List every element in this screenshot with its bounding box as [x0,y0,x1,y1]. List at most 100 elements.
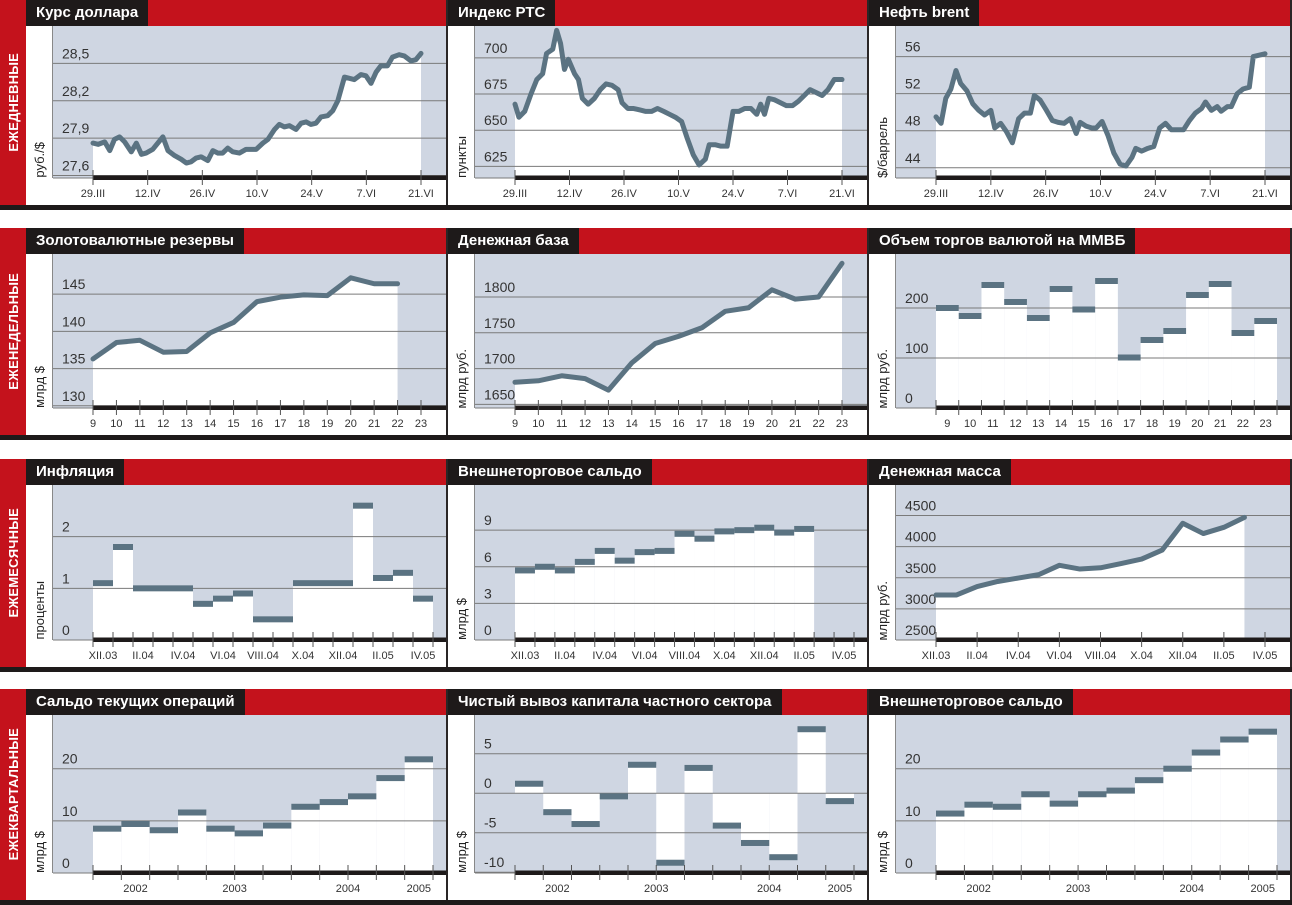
x-tick-label: 17 [696,418,708,430]
bar-value-marker [93,825,122,832]
x-tick-label: 29.III [924,188,948,200]
bar-value-marker [712,822,741,829]
bar-fill [571,793,600,825]
chart-title: Чистый вывоз капитала частного сектора [448,689,782,715]
chart-title: Внешнеторговое сальдо [448,459,652,485]
y-axis-label-column: проценты [26,485,53,640]
chart-title: Денежная масса [869,459,1011,485]
x-tick-label: 21 [1214,418,1226,430]
bar-fill [1220,739,1249,873]
y-tick-label: 0 [484,622,492,638]
chart-panel: Золотовалютные резервы млрд $ 130 135 140 145… [26,228,448,435]
bar-fill [193,603,213,640]
bar-value-marker [1248,728,1277,735]
bar-fill [654,550,675,640]
chart-plot: 130 135 140 145 9 10 11 12 13 14 15 16 17 18 19 20 21 22 2… [53,254,446,435]
bar-value-marker [571,821,600,828]
bar-value-marker [333,580,353,587]
bar-value-marker [714,528,735,535]
x-tick-label: 10.V [246,188,269,200]
y-tick-label: 27,6 [62,158,89,174]
chart-panel: Денежная база млрд руб. 1650 1700 1750 1800 9 1… [448,228,869,435]
bar-fill [958,316,982,408]
bar-fill [656,793,685,863]
bar-fill [213,598,233,640]
bar-value-marker [964,801,993,808]
y-tick-label: 135 [62,351,86,367]
bar-value-marker [1106,787,1135,794]
chart-panel: Индекс РТС пункты 625 650 675 700 29.III 12.IV 2… [448,0,869,205]
bar-value-marker [376,775,405,782]
x-tick-label: 7.VI [357,188,377,200]
x-tick-label: 24.V [722,188,745,200]
bar-value-marker [234,830,263,837]
x-tick-label: 16 [672,418,684,430]
chart-panel: Курс доллара руб./$ 27,6 27,9 28,2 28,5 29.III… [26,0,448,205]
bar-fill [153,588,173,640]
bar-value-marker [273,616,293,623]
bar-value-marker [574,558,595,565]
chart-title-bar: Сальдо текущих операций [26,689,446,715]
x-tick-label: 24.V [300,188,323,200]
x-tick-label: 14 [204,418,216,430]
bar-value-marker [543,809,572,816]
bar-fill [712,793,741,826]
chart-title: Внешнеторговое сальдо [869,689,1073,715]
x-tick-label: 12.IV [135,188,161,200]
x-tick-label: 9 [512,418,518,430]
bar-value-marker [594,547,615,554]
chart-title: Золотовалютные резервы [26,228,244,254]
bar-value-marker [193,600,213,607]
x-tick-label: 22 [813,418,825,430]
row-bottom-border [0,900,1292,905]
x-tick-label: IV.05 [832,650,857,662]
x-tick-label: 7.VI [778,188,798,200]
x-tick-label: VI.04 [1047,650,1073,662]
series-line [90,275,401,362]
frequency-label: ЕЖЕДНЕВНЫЕ [0,0,26,205]
chart-plot: 0 1 2 XII.03 II.04 IV.04 VI.04 VIII.04 X.04 XII.0… [53,485,446,667]
chart-title-bar: Золотовалютные резервы [26,228,446,254]
y-tick-label: 27,9 [62,120,89,136]
series-line [933,514,1247,598]
y-tick-label: 675 [484,76,508,92]
chart-panel: Чистый вывоз капитала частного сектора мл… [448,689,869,900]
bar-value-marker [263,822,292,829]
chart-title-bar: Денежная база [448,228,867,254]
area-fill [936,53,1265,178]
bar-value-marker [353,502,373,509]
bar-fill [981,285,1005,408]
y-tick-label: 20 [905,751,921,767]
x-tick-label: 23 [836,418,848,430]
bar-fill [93,583,113,640]
y-tick-label: 1750 [484,315,515,331]
bar-value-marker [93,580,113,587]
y-tick-label: 5 [484,736,492,752]
x-axis [515,637,867,643]
frequency-label: ЕЖЕКВАРТАЛЬНЫЕ [0,689,26,900]
x-tick-label: 2002 [123,883,147,895]
x-tick-label: 7.VI [1200,188,1220,200]
x-tick-label: 2002 [545,883,569,895]
y-tick-label: 10 [905,803,921,819]
chart-title-bar: Внешнеторговое сальдо [448,459,867,485]
bar-value-marker [113,544,133,550]
bar-value-marker [534,563,555,570]
bar-value-marker [554,567,575,574]
bar-value-marker [599,793,628,800]
x-tick-label: 10 [964,418,976,430]
y-axis-label-column: млрд $ [448,485,475,640]
x-tick-label: 20 [766,418,778,430]
row-bottom-border [0,205,1292,210]
bar-fill [1095,281,1118,408]
bar-fill [313,583,333,640]
y-tick-label: 6 [484,549,492,565]
bar-fill [964,804,993,873]
x-axis-strip [53,642,446,667]
x-tick-label: 15 [227,418,239,430]
bar-fill [554,570,575,640]
bar-fill [515,783,544,794]
bar-value-marker [1163,328,1187,334]
bar-value-marker [515,567,535,574]
bar-value-marker [794,525,815,532]
